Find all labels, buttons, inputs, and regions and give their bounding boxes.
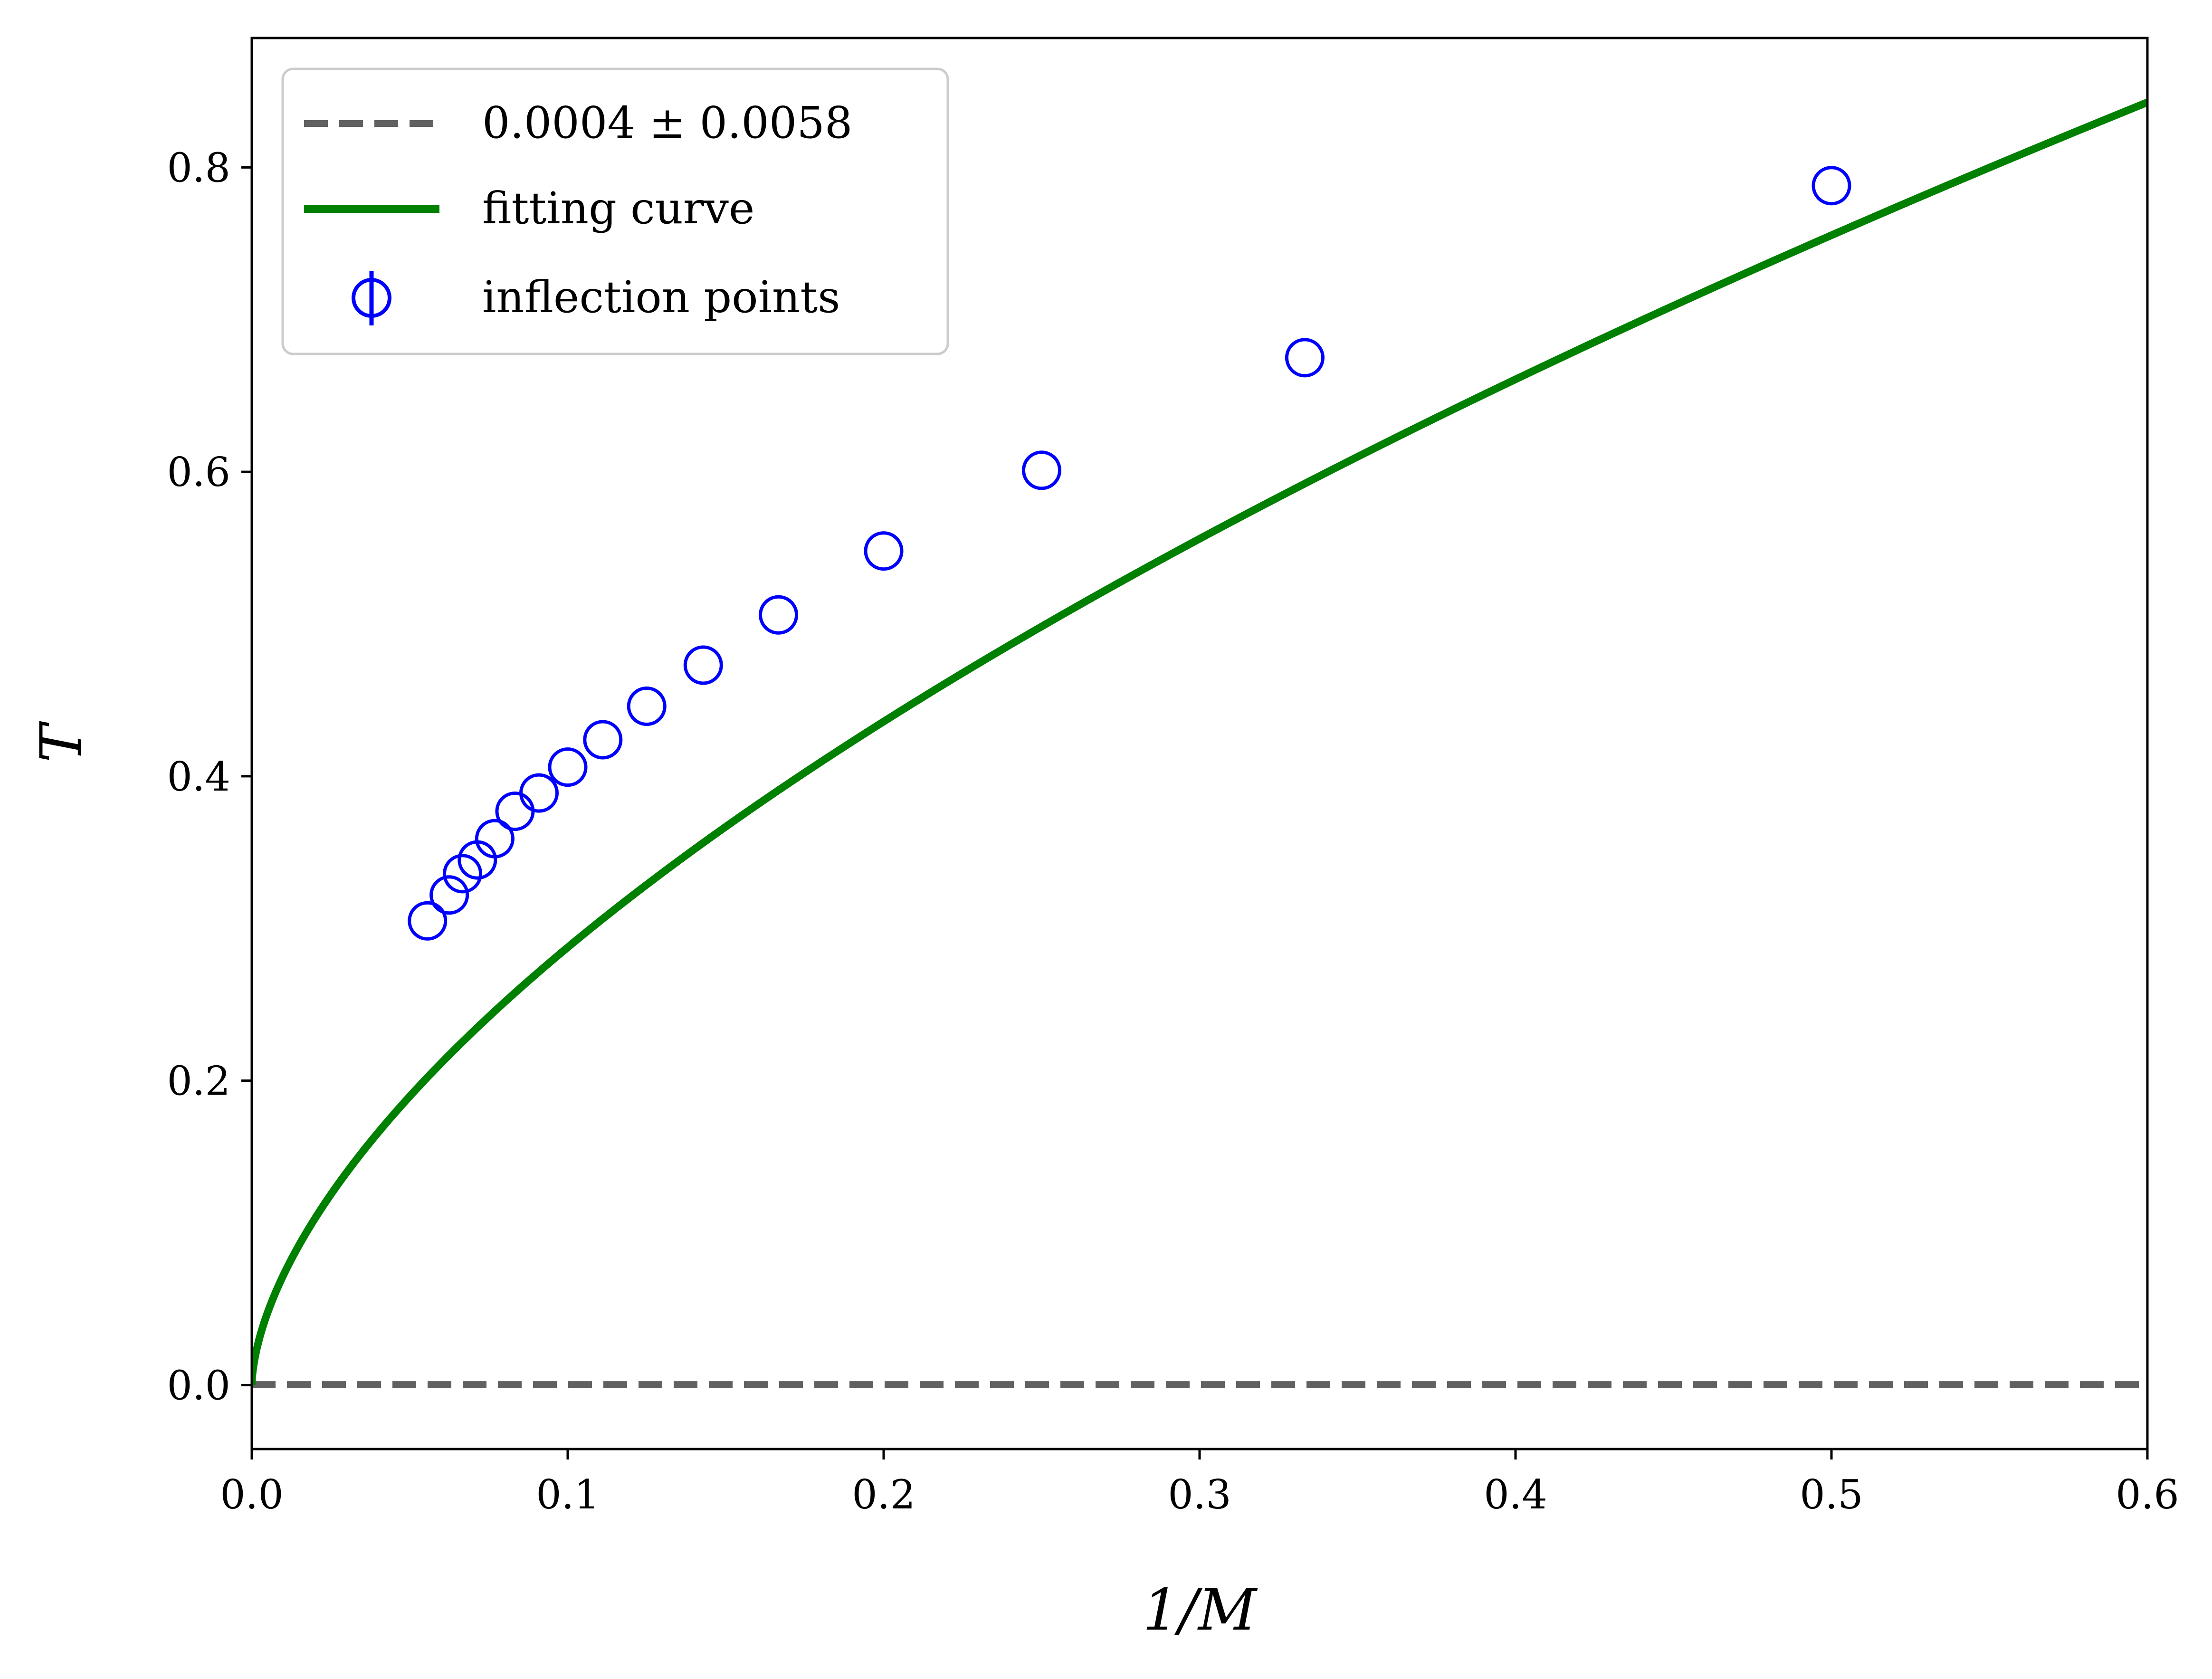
y-tick-label: 0.4 [167, 754, 230, 800]
y-tick-label: 0.2 [167, 1058, 230, 1105]
inflection-point [475, 819, 515, 859]
plot-content [252, 98, 2147, 1389]
x-tick-label: 0.2 [852, 1471, 915, 1518]
inflection-point [429, 875, 469, 915]
inflection-point [408, 901, 448, 941]
x-axis-title: 1/M [1143, 1577, 1258, 1643]
legend-label-constant: 0.0004 ± 0.0058 [482, 97, 852, 148]
legend-label-fitting-curve: fitting curve [482, 183, 754, 234]
plot-area [252, 98, 2147, 1389]
fitting-curve-line [252, 98, 2147, 1389]
y-axis: 0.0 0.2 0.4 0.6 0.8 [167, 144, 252, 1409]
inflection-point [548, 747, 588, 787]
inflection-point [683, 645, 723, 685]
inflection-point [1022, 450, 1061, 490]
x-axis: 0.0 0.1 0.2 0.3 0.4 0.5 0.6 [220, 1449, 2179, 1518]
x-tick-label: 0.3 [1168, 1471, 1231, 1518]
inflection-point [1812, 166, 1851, 206]
y-tick-label: 0.0 [167, 1362, 230, 1409]
legend-swatch-inflection-points [352, 271, 391, 325]
y-tick-label: 0.6 [167, 449, 230, 496]
inflection-point [443, 854, 483, 894]
legend-frame [281, 67, 949, 355]
x-tick-label: 0.0 [220, 1471, 284, 1518]
inflection-point [1285, 338, 1325, 378]
inflection-point [864, 531, 904, 571]
inflection-point [519, 773, 559, 813]
legend: 0.0004 ± 0.0058 fitting curve inflection… [281, 67, 949, 355]
inflection-point [627, 687, 667, 726]
x-tick-label: 0.1 [536, 1471, 600, 1518]
y-axis-title: T [29, 721, 95, 763]
x-tick-label: 0.4 [1484, 1471, 1547, 1518]
x-tick-label: 0.6 [2116, 1471, 2179, 1518]
y-tick-label: 0.8 [167, 144, 230, 191]
inflection-point [759, 595, 799, 635]
legend-label-inflection-points: inflection points [482, 272, 840, 323]
x-tick-label: 0.5 [1800, 1471, 1863, 1518]
inflection-point [583, 720, 623, 760]
